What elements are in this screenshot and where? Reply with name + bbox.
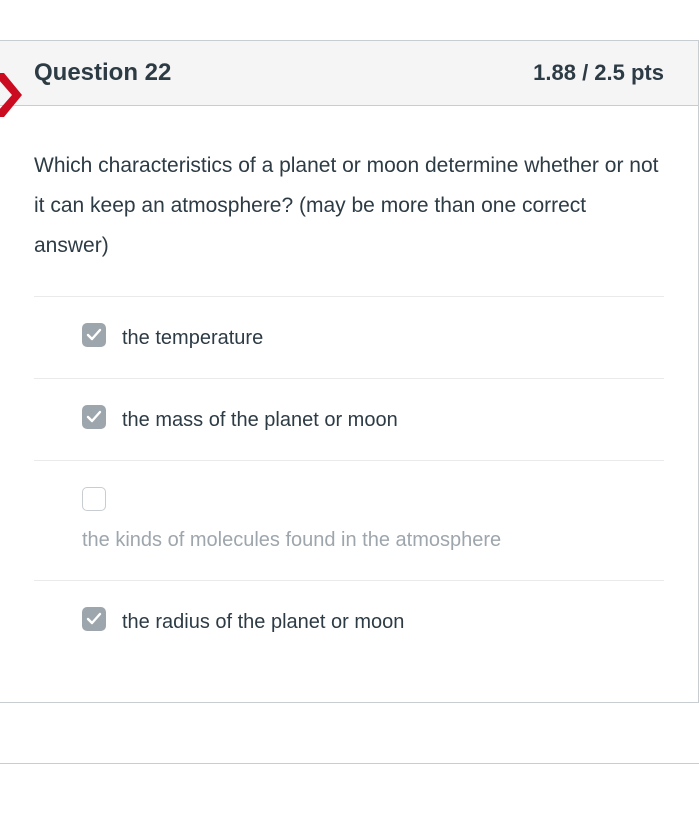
answers-list: the temperature the mass of the planet o… (34, 296, 664, 662)
answer-row: the temperature (34, 297, 664, 379)
checkbox-checked-icon (82, 323, 106, 347)
question-prompt: Which characteristics of a planet or moo… (34, 146, 664, 266)
spacer (0, 703, 699, 763)
question-body: Which characteristics of a planet or moo… (0, 106, 698, 702)
answer-row: the radius of the planet or moon (34, 581, 664, 662)
answer-row: the kinds of molecules found in the atmo… (34, 461, 664, 581)
checkbox-checked-icon (82, 607, 106, 631)
answer-label: the radius of the planet or moon (122, 607, 404, 636)
next-card-peek (0, 763, 699, 771)
question-card: Question 22 1.88 / 2.5 pts Which charact… (0, 40, 699, 703)
checkbox-unchecked-icon (82, 487, 106, 511)
question-score: 1.88 / 2.5 pts (533, 60, 664, 86)
answer-label: the temperature (122, 323, 263, 352)
answer-label: the kinds of molecules found in the atmo… (82, 525, 501, 554)
checkbox-checked-icon (82, 405, 106, 429)
question-title: Question 22 (34, 59, 171, 87)
answer-row: the mass of the planet or moon (34, 379, 664, 461)
question-header: Question 22 1.88 / 2.5 pts (0, 41, 698, 106)
answer-label: the mass of the planet or moon (122, 405, 398, 434)
